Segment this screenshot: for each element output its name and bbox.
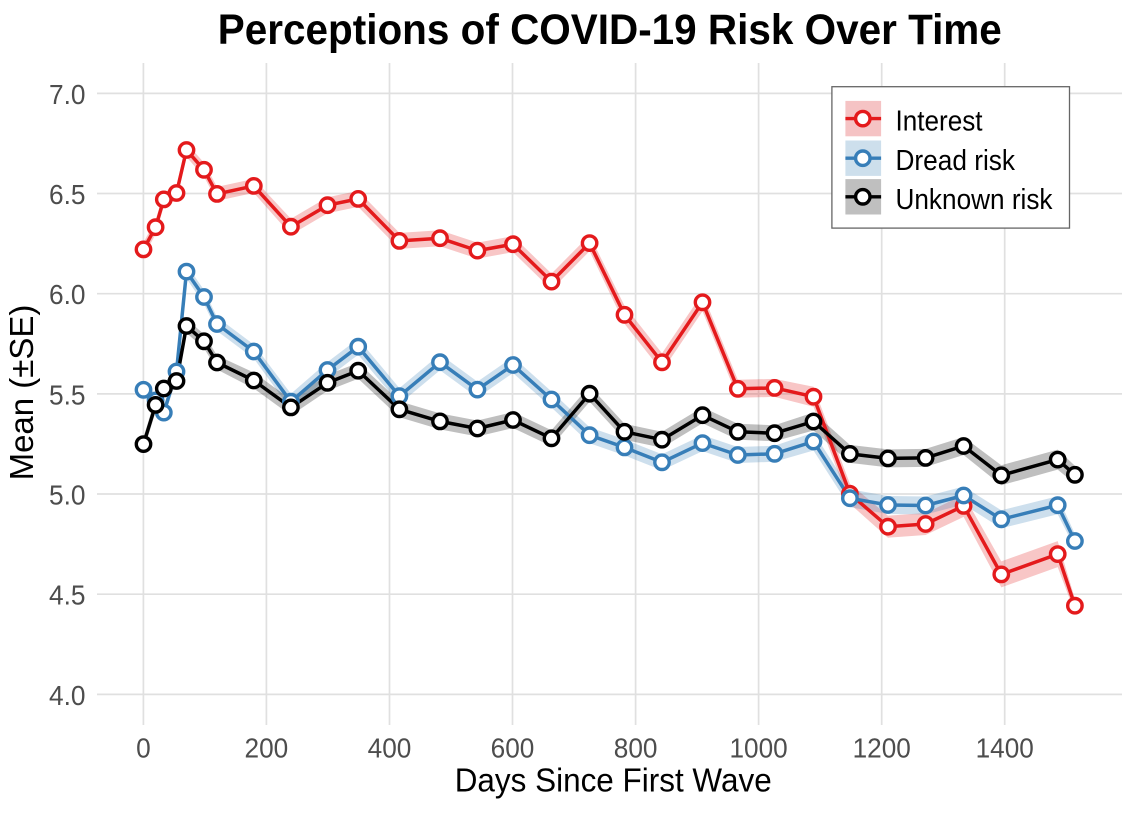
svg-text:4.0: 4.0: [49, 680, 86, 711]
svg-text:Unknown risk: Unknown risk: [896, 184, 1053, 216]
svg-text:200: 200: [245, 732, 289, 763]
svg-text:1000: 1000: [730, 732, 788, 763]
svg-text:6.5: 6.5: [49, 179, 86, 210]
svg-text:Perceptions of COVID-19 Risk O: Perceptions of COVID-19 Risk Over Time: [218, 6, 1002, 54]
svg-text:0: 0: [136, 732, 151, 763]
svg-text:4.5: 4.5: [49, 580, 86, 611]
svg-text:6.0: 6.0: [49, 279, 86, 310]
svg-text:600: 600: [491, 732, 535, 763]
svg-text:5.5: 5.5: [49, 379, 86, 410]
svg-text:Dread risk: Dread risk: [896, 145, 1016, 177]
svg-text:Interest: Interest: [896, 106, 983, 138]
svg-text:400: 400: [368, 732, 412, 763]
svg-text:800: 800: [614, 732, 658, 763]
svg-text:Days Since First Wave: Days Since First Wave: [455, 762, 772, 799]
svg-text:5.0: 5.0: [49, 480, 86, 511]
svg-text:1200: 1200: [853, 732, 911, 763]
svg-text:1400: 1400: [976, 732, 1034, 763]
svg-text:Mean (±SE): Mean (±SE): [3, 305, 40, 481]
svg-text:7.0: 7.0: [49, 79, 86, 110]
